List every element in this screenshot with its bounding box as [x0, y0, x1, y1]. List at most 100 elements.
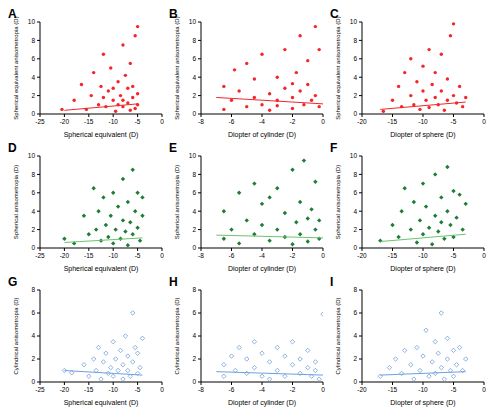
svg-text:4: 4: [192, 208, 196, 215]
svg-text:Diopter of cylinder (D): Diopter of cylinder (D): [228, 131, 296, 139]
svg-text:Spherical equivalent (D): Spherical equivalent (D): [64, 131, 139, 139]
svg-text:-25: -25: [35, 386, 45, 393]
svg-text:2: 2: [353, 92, 357, 99]
svg-text:Spherical anisometropia (D): Spherical anisometropia (D): [174, 165, 180, 239]
svg-text:-10: -10: [418, 118, 428, 125]
svg-text:8: 8: [353, 171, 357, 178]
svg-text:-6: -6: [229, 252, 235, 259]
svg-text:Diopter of sphere (D): Diopter of sphere (D): [390, 131, 455, 139]
svg-text:6: 6: [192, 55, 196, 62]
svg-text:-2: -2: [290, 252, 296, 259]
svg-text:10: 10: [350, 152, 358, 159]
svg-text:-5: -5: [451, 386, 457, 393]
svg-text:Diopter of sphere (D): Diopter of sphere (D): [390, 399, 455, 407]
svg-text:2: 2: [353, 355, 357, 362]
svg-text:-15: -15: [84, 386, 94, 393]
svg-text:Cylindrical anisometropia (D): Cylindrical anisometropia (D): [174, 297, 180, 374]
svg-text:10: 10: [189, 152, 197, 159]
svg-text:0: 0: [482, 252, 486, 259]
svg-text:0: 0: [321, 386, 325, 393]
svg-text:4: 4: [353, 74, 357, 81]
svg-text:0: 0: [482, 386, 486, 393]
svg-text:-20: -20: [60, 252, 70, 259]
svg-text:2: 2: [353, 226, 357, 233]
svg-text:0: 0: [31, 110, 35, 117]
svg-text:-8: -8: [198, 386, 204, 393]
svg-text:0: 0: [31, 378, 35, 385]
svg-text:10: 10: [350, 18, 358, 25]
svg-text:-6: -6: [229, 386, 235, 393]
svg-text:Spherical equivalent anisometr: Spherical equivalent anisometropia (D): [174, 16, 180, 119]
svg-text:10: 10: [189, 18, 197, 25]
svg-text:0: 0: [353, 244, 357, 251]
svg-text:6: 6: [353, 309, 357, 316]
svg-text:-15: -15: [388, 118, 398, 125]
svg-text:Spherical equivalent anisometr: Spherical equivalent anisometropia (D): [335, 16, 341, 119]
svg-text:-2: -2: [290, 386, 296, 393]
svg-text:0: 0: [192, 110, 196, 117]
svg-text:Diopter of sphere (D): Diopter of sphere (D): [390, 265, 455, 273]
svg-text:6: 6: [192, 309, 196, 316]
svg-text:8: 8: [192, 286, 196, 293]
svg-text:0: 0: [160, 252, 164, 259]
svg-text:-8: -8: [198, 252, 204, 259]
svg-text:0: 0: [160, 118, 164, 125]
svg-text:-10: -10: [108, 252, 118, 259]
svg-text:-5: -5: [135, 118, 141, 125]
svg-text:-20: -20: [60, 386, 70, 393]
svg-text:-4: -4: [259, 386, 265, 393]
svg-text:8: 8: [31, 37, 35, 44]
svg-text:Spherical equivalent anisometr: Spherical equivalent anisometropia (D): [13, 16, 19, 119]
svg-text:-25: -25: [35, 118, 45, 125]
svg-text:2: 2: [192, 92, 196, 99]
svg-text:Spherical equivalent (D): Spherical equivalent (D): [64, 265, 139, 273]
svg-text:-6: -6: [229, 118, 235, 125]
svg-text:0: 0: [321, 252, 325, 259]
svg-text:-25: -25: [35, 252, 45, 259]
svg-text:2: 2: [31, 92, 35, 99]
svg-text:-20: -20: [60, 118, 70, 125]
svg-text:2: 2: [31, 226, 35, 233]
svg-text:Diopter of cylinder (D): Diopter of cylinder (D): [228, 399, 296, 407]
svg-text:-10: -10: [418, 386, 428, 393]
svg-text:Spherical anisometropia (D): Spherical anisometropia (D): [335, 165, 341, 239]
svg-text:-15: -15: [388, 252, 398, 259]
svg-text:0: 0: [353, 378, 357, 385]
svg-text:0: 0: [192, 378, 196, 385]
svg-text:10: 10: [28, 152, 36, 159]
svg-text:2: 2: [31, 355, 35, 362]
svg-text:6: 6: [353, 189, 357, 196]
svg-text:0: 0: [353, 110, 357, 117]
svg-text:2: 2: [192, 226, 196, 233]
svg-text:-5: -5: [135, 386, 141, 393]
svg-text:8: 8: [31, 286, 35, 293]
svg-text:-4: -4: [259, 252, 265, 259]
svg-text:6: 6: [31, 189, 35, 196]
svg-text:4: 4: [353, 332, 357, 339]
svg-text:-20: -20: [357, 386, 367, 393]
svg-text:0: 0: [31, 244, 35, 251]
svg-text:-5: -5: [451, 118, 457, 125]
svg-text:-10: -10: [108, 118, 118, 125]
svg-text:-15: -15: [388, 386, 398, 393]
svg-text:0: 0: [160, 386, 164, 393]
svg-text:Cylindrical anisometropia (D): Cylindrical anisometropia (D): [335, 297, 341, 374]
svg-text:0: 0: [321, 118, 325, 125]
svg-text:Diopter of cylinder (D): Diopter of cylinder (D): [228, 265, 296, 273]
svg-text:8: 8: [353, 37, 357, 44]
svg-text:-10: -10: [418, 252, 428, 259]
svg-text:Spherical anisometropia (D): Spherical anisometropia (D): [13, 165, 19, 239]
svg-text:6: 6: [31, 309, 35, 316]
svg-text:-4: -4: [259, 118, 265, 125]
svg-text:-15: -15: [84, 118, 94, 125]
svg-text:8: 8: [31, 171, 35, 178]
svg-text:6: 6: [353, 55, 357, 62]
svg-text:4: 4: [31, 74, 35, 81]
svg-text:6: 6: [192, 189, 196, 196]
svg-text:6: 6: [31, 55, 35, 62]
svg-text:4: 4: [31, 332, 35, 339]
svg-text:8: 8: [353, 286, 357, 293]
svg-text:0: 0: [482, 118, 486, 125]
svg-text:8: 8: [192, 171, 196, 178]
svg-text:4: 4: [192, 332, 196, 339]
